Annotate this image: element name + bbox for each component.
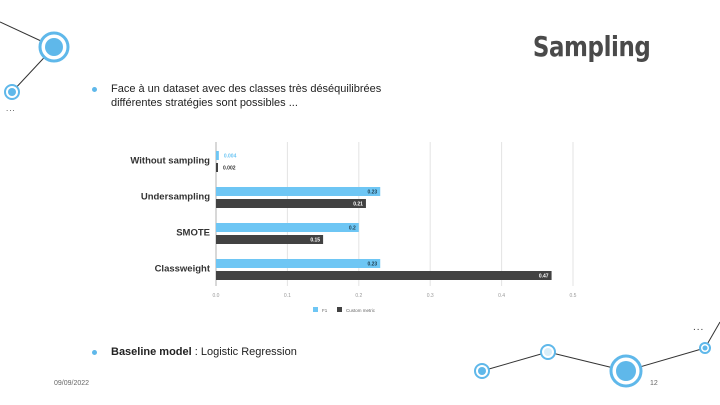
node-circle-bottom-2	[540, 344, 556, 360]
bullet-text: Face à un dataset avec des classes très …	[111, 83, 382, 109]
bar-chart: 0.0 0.1 0.2 0.3 0.4 0.5 Without sampling 0.004 0…	[130, 142, 577, 313]
category-label: Undersampling	[141, 192, 210, 203]
footer-page-number: 12	[650, 380, 658, 387]
bar-f1	[216, 151, 219, 160]
bar-f1	[216, 259, 381, 268]
x-tick-label: 0.4	[498, 293, 505, 299]
ellipsis-right: ...	[693, 322, 705, 333]
data-label: 0.21	[353, 202, 363, 208]
baseline-model-label: Baseline model	[111, 346, 192, 358]
bullet-item-intro: Face à un dataset avec des classes très …	[92, 82, 422, 110]
baseline-model-value: : Logistic Regression	[191, 346, 297, 358]
node-circle-large-top	[38, 31, 70, 63]
node-circle-bottom-large	[609, 354, 643, 388]
bar-custom-metric	[216, 271, 552, 280]
bullet-item-baseline: Baseline model : Logistic Regression	[92, 345, 392, 359]
bar-custom-metric	[216, 199, 366, 208]
data-label: 0.002	[223, 166, 236, 172]
data-label: 0.15	[310, 238, 320, 244]
bar-f1	[216, 187, 381, 196]
bullet-text: Baseline model : Logistic Regression	[111, 345, 392, 359]
category-label: Without sampling	[130, 156, 210, 167]
bullet-dot-icon	[92, 87, 97, 92]
node-circle-small-top	[4, 84, 20, 100]
node-circle-bottom-1	[474, 363, 490, 379]
data-label: 0.23	[367, 190, 377, 196]
data-label: 0.23	[367, 262, 377, 268]
x-tick-label: 0.3	[427, 293, 434, 299]
x-tick-label: 0.5	[570, 293, 577, 299]
category-label: SMOTE	[176, 228, 210, 239]
slide-title: Sampling	[532, 30, 650, 63]
footer-date: 09/09/2022	[54, 380, 90, 387]
ellipsis-top: ...	[6, 104, 16, 113]
legend-swatch	[337, 307, 342, 312]
bullet-dot-icon	[92, 350, 97, 355]
x-tick-label: 0.1	[284, 293, 291, 299]
legend-label: Custom metric	[346, 308, 376, 313]
bar-f1	[216, 223, 359, 232]
data-label: 0.47	[539, 274, 549, 280]
x-tick-label: 0.0	[213, 293, 220, 299]
node-circle-bottom-4	[699, 342, 711, 354]
bar-custom-metric	[216, 235, 324, 244]
category-label: Classweight	[155, 264, 211, 275]
legend-swatch	[313, 307, 318, 312]
data-label: 0.004	[224, 154, 237, 160]
data-label: 0.2	[349, 226, 356, 232]
legend-label: F1	[322, 308, 328, 313]
bar-custom-metric	[216, 163, 218, 172]
x-tick-label: 0.2	[355, 293, 362, 299]
